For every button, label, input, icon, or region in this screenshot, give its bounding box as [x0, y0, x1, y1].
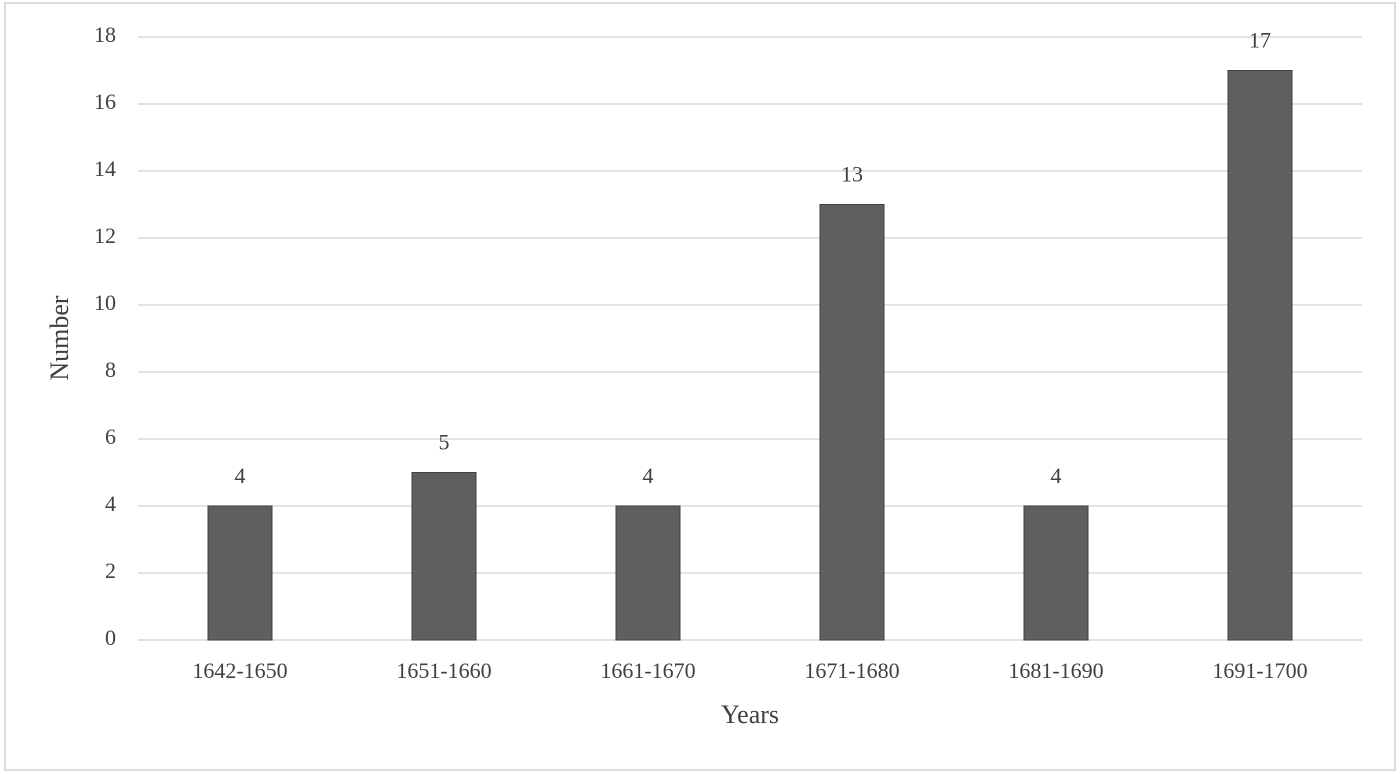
y-tick-label: 6 — [105, 424, 116, 449]
y-tick-label: 14 — [94, 156, 116, 181]
x-axis-title: Years — [721, 700, 779, 729]
x-tick-label: 1651-1660 — [396, 658, 491, 683]
data-label: 17 — [1249, 28, 1271, 53]
x-tick-label: 1691-1700 — [1212, 658, 1307, 683]
bar — [411, 472, 477, 641]
data-label: 5 — [439, 430, 450, 455]
y-tick-label: 0 — [105, 625, 116, 650]
data-label: 4 — [235, 463, 246, 488]
data-label: 13 — [841, 162, 863, 187]
y-tick-label: 8 — [105, 357, 116, 382]
x-tick-label: 1642-1650 — [192, 658, 287, 683]
y-tick-label: 16 — [94, 89, 116, 114]
y-tick-label: 10 — [94, 290, 116, 315]
chart-border — [4, 2, 1396, 771]
data-label: 4 — [643, 463, 654, 488]
x-tick-label: 1671-1680 — [804, 658, 899, 683]
bar — [1023, 505, 1089, 641]
bar — [1227, 70, 1293, 641]
y-tick-label: 12 — [94, 223, 116, 248]
bar — [615, 505, 681, 641]
y-axis-title: Number — [45, 295, 74, 381]
bar — [207, 505, 273, 641]
data-label: 4 — [1051, 463, 1062, 488]
bar — [819, 204, 885, 641]
x-tick-label: 1681-1690 — [1008, 658, 1103, 683]
y-tick-label: 18 — [94, 22, 116, 47]
x-tick-label: 1661-1670 — [600, 658, 695, 683]
y-tick-label: 4 — [105, 491, 116, 516]
y-tick-label: 2 — [105, 558, 116, 583]
